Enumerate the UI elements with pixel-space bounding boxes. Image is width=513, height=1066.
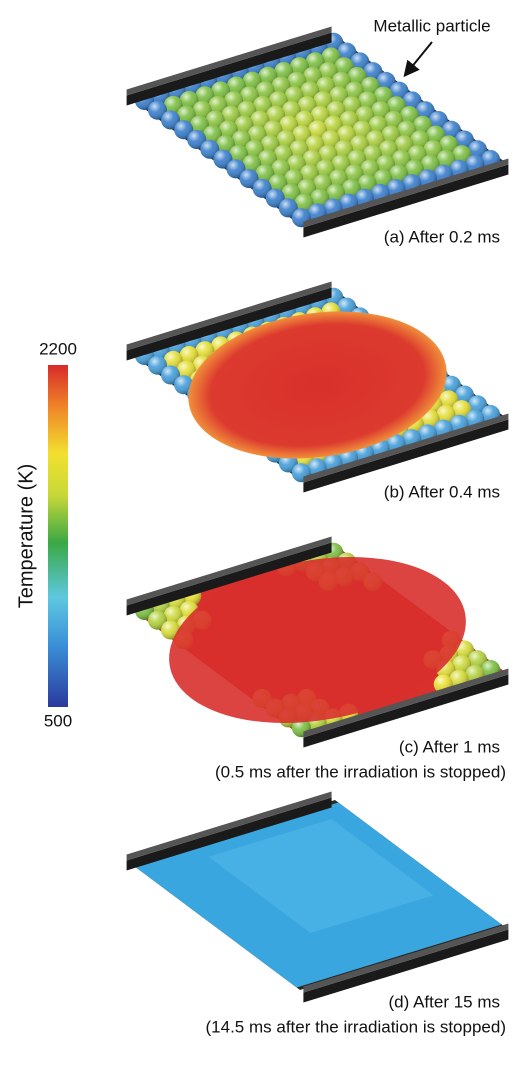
panel-caption: (b) After 0.4 ms — [384, 482, 500, 501]
panel — [127, 791, 509, 1002]
panel — [127, 535, 509, 747]
annotation: Metallic particle — [373, 16, 490, 35]
panel-note: (0.5 ms after the irradiation is stopped… — [215, 762, 506, 781]
melt-pool — [156, 535, 479, 745]
annotation-arrow — [406, 42, 432, 74]
colorbar-label: Temperature (K) — [15, 464, 37, 609]
panel-note: (14.5 ms after the irradiation is stoppe… — [206, 1017, 506, 1036]
colorbar-tick-label: 500 — [44, 711, 72, 730]
figure: Metallic particle Temperature (K) 500 220… — [0, 0, 513, 1066]
panel-caption: (a) After 0.2 ms — [384, 227, 500, 246]
colorbar-tick-label: 2200 — [39, 339, 77, 358]
panel-caption: (d) After 15 ms — [389, 992, 500, 1011]
panel-caption: (c) After 1 ms — [399, 737, 500, 756]
panel — [127, 26, 509, 237]
colorbar — [48, 365, 68, 707]
panel — [127, 281, 509, 492]
